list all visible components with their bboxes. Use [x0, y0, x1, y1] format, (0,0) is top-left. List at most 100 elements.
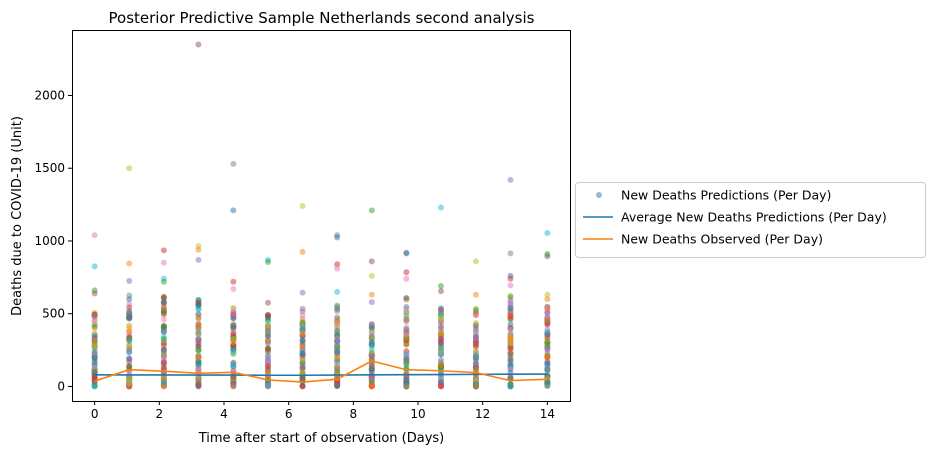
prediction-point: [299, 337, 306, 344]
average-prediction-line: [94, 373, 548, 377]
prediction-point: [160, 342, 167, 349]
prediction-point: [334, 265, 341, 272]
prediction-point: [507, 250, 514, 257]
prediction-point: [126, 322, 133, 329]
prediction-point: [544, 296, 551, 303]
x-tick-label: 6: [285, 407, 293, 421]
prediction-point: [126, 349, 133, 356]
prediction-point: [195, 340, 202, 347]
x-tick-label: 10: [410, 407, 425, 421]
observed-deaths-line: [94, 360, 548, 383]
prediction-point: [544, 253, 551, 260]
prediction-point: [403, 356, 410, 363]
prediction-point: [507, 351, 514, 358]
prediction-point: [299, 365, 306, 372]
prediction-point: [160, 247, 167, 254]
y-tick-label: 2000: [34, 88, 65, 102]
prediction-point: [160, 307, 167, 314]
prediction-point: [368, 299, 375, 306]
prediction-point: [160, 324, 167, 331]
prediction-point: [91, 337, 98, 344]
prediction-point: [472, 258, 479, 265]
prediction-point: [544, 341, 551, 348]
prediction-point: [299, 383, 306, 390]
prediction-point: [472, 353, 479, 360]
y-tick-label: 1500: [34, 161, 65, 175]
prediction-point: [437, 323, 444, 330]
prediction-point: [195, 311, 202, 318]
series-lines: [94, 360, 548, 383]
prediction-point: [264, 382, 271, 389]
prediction-point: [334, 314, 341, 321]
prediction-point: [160, 383, 167, 390]
prediction-point: [264, 353, 271, 360]
prediction-point: [160, 333, 167, 340]
x-tick-label: 2: [155, 407, 163, 421]
prediction-point: [472, 291, 479, 298]
prediction-point: [437, 283, 444, 290]
prediction-point: [299, 320, 306, 327]
prediction-point: [368, 367, 375, 374]
prediction-point: [195, 41, 202, 48]
prediction-point: [264, 322, 271, 329]
prediction-point: [195, 366, 202, 373]
prediction-point: [334, 354, 341, 361]
prediction-point: [403, 269, 410, 276]
prediction-point: [368, 321, 375, 328]
prediction-point: [91, 313, 98, 320]
prediction-point: [91, 368, 98, 375]
prediction-point: [507, 275, 514, 282]
prediction-point: [437, 372, 444, 379]
prediction-point: [507, 293, 514, 300]
legend-label: New Deaths Predictions (Per Day): [621, 188, 831, 203]
prediction-point: [299, 312, 306, 319]
prediction-point: [126, 260, 133, 267]
prediction-point: [230, 362, 237, 369]
y-tick-label: 0: [57, 379, 65, 393]
prediction-point: [334, 234, 341, 241]
prediction-point: [507, 326, 514, 333]
x-axis: 0 2 4 6 8 10 12 14: [91, 401, 555, 421]
prediction-point: [160, 278, 167, 285]
prediction-point: [368, 338, 375, 345]
prediction-point: [368, 352, 375, 359]
prediction-point: [403, 250, 410, 257]
legend-marker-predictions: [596, 192, 602, 198]
prediction-point: [91, 333, 98, 340]
prediction-point: [403, 295, 410, 302]
x-tick-label: 4: [220, 407, 228, 421]
y-axis: 0 500 1000 1500 2000: [34, 88, 72, 393]
prediction-point: [507, 312, 514, 319]
x-axis-label: Time after start of observation (Days): [198, 431, 445, 446]
prediction-point: [264, 333, 271, 340]
prediction-point: [334, 338, 341, 345]
prediction-point: [334, 345, 341, 352]
prediction-point: [230, 160, 237, 167]
prediction-point: [472, 364, 479, 371]
prediction-point: [230, 324, 237, 331]
prediction-point: [544, 291, 551, 298]
chart-title: Posterior Predictive Sample Netherlands …: [109, 9, 535, 27]
prediction-point: [126, 382, 133, 389]
prediction-point: [195, 323, 202, 330]
prediction-point: [91, 382, 98, 389]
prediction-point: [368, 291, 375, 298]
prediction-point: [91, 343, 98, 350]
legend-label: New Deaths Observed (Per Day): [621, 232, 823, 247]
y-tick-label: 1000: [34, 234, 65, 248]
prediction-point: [544, 317, 551, 324]
prediction-point: [264, 299, 271, 306]
prediction-point: [160, 316, 167, 323]
prediction-point: [195, 316, 202, 323]
prediction-point: [507, 382, 514, 389]
prediction-point: [299, 350, 306, 357]
prediction-point: [126, 313, 133, 320]
prediction-point: [91, 318, 98, 325]
x-tick-label: 12: [475, 407, 490, 421]
prediction-point: [437, 315, 444, 322]
prediction-point: [195, 354, 202, 361]
prediction-point: [160, 364, 167, 371]
prediction-point: [437, 204, 444, 211]
prediction-point: [160, 328, 167, 335]
